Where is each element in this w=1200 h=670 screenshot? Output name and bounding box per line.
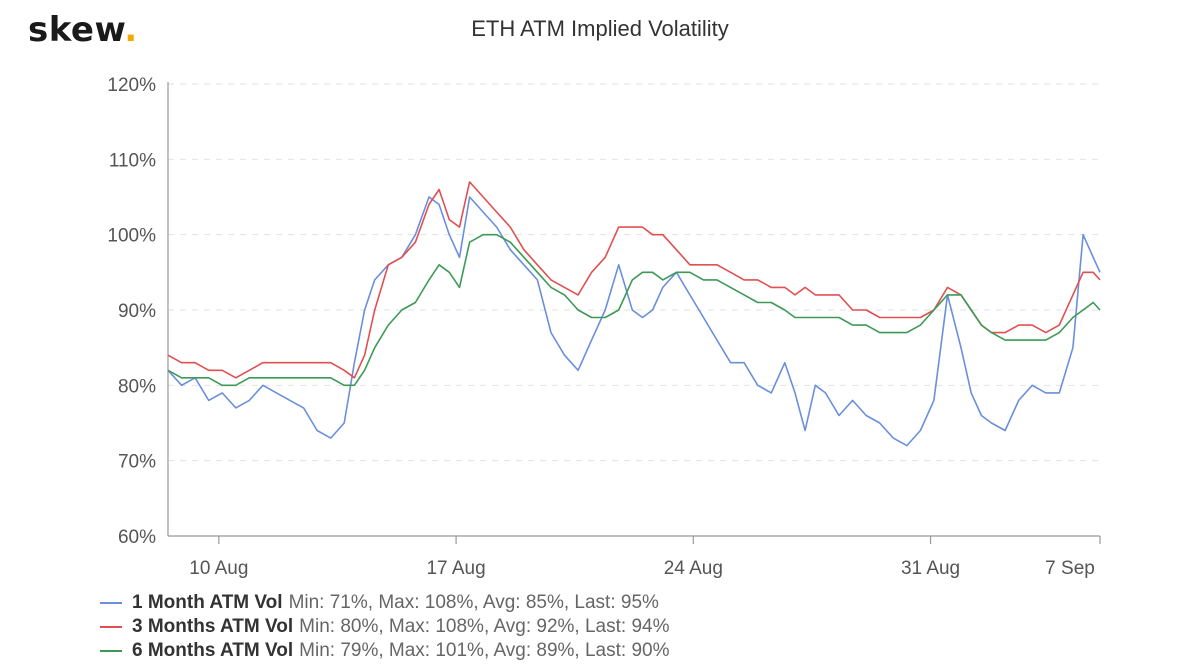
- legend-series-stats: Min: 71%, Max: 108%, Avg: 85%, Last: 95%: [288, 592, 659, 613]
- x-tick-label: 17 Aug: [426, 558, 485, 579]
- series-line-1: [167, 196, 1101, 447]
- legend-item[interactable]: 6 Months ATM Vol Min: 79%, Max: 101%, Avg…: [100, 639, 670, 663]
- y-tick-label: 90%: [118, 301, 156, 322]
- legend-item[interactable]: 3 Months ATM Vol Min: 80%, Max: 108%, Avg…: [100, 615, 670, 639]
- legend-series-name: 3 Months ATM Vol: [132, 616, 294, 637]
- y-tick-label: 80%: [118, 376, 156, 397]
- x-tick-label: 7 Sep: [1045, 558, 1095, 579]
- legend-series-stats: Min: 80%, Max: 108%, Avg: 92%, Last: 94%: [299, 616, 670, 637]
- legend-series-stats: Min: 79%, Max: 101%, Avg: 89%, Last: 90%: [299, 640, 670, 661]
- x-tick-label: 31 Aug: [901, 558, 960, 579]
- logo-dot: .: [124, 10, 138, 50]
- legend-series-name: 6 Months ATM Vol: [132, 640, 294, 661]
- line-chart: 60% 70% 80% 90% 100% 110% 120% 10 Aug 17 Aug 24 A…: [107, 75, 1101, 579]
- skew-logo: skew.: [28, 10, 138, 50]
- chart-legend: 1 Month ATM Vol Min: 71%, Max: 108%, Avg:…: [100, 591, 670, 663]
- series-line-3: [167, 233, 1101, 387]
- y-tick-label: 60%: [118, 527, 156, 548]
- y-tick-label: 70%: [118, 452, 156, 473]
- y-tick-label: 100%: [107, 226, 156, 247]
- legend-swatch: [100, 650, 122, 652]
- x-tick-label: 10 Aug: [189, 558, 248, 579]
- legend-series-name: 1 Month ATM Vol: [132, 592, 283, 613]
- legend-swatch: [100, 626, 122, 628]
- y-tick-label: 110%: [109, 150, 156, 171]
- chart-title: ETH ATM Implied Volatility: [471, 16, 729, 41]
- legend-item[interactable]: 1 Month ATM Vol Min: 71%, Max: 108%, Avg:…: [100, 591, 670, 615]
- legend-swatch: [100, 602, 122, 604]
- x-tick-label: 24 Aug: [664, 558, 723, 579]
- series-line-2: [167, 181, 1101, 379]
- y-tick-label: 120%: [107, 75, 156, 96]
- logo-wordmark: skew: [28, 10, 125, 50]
